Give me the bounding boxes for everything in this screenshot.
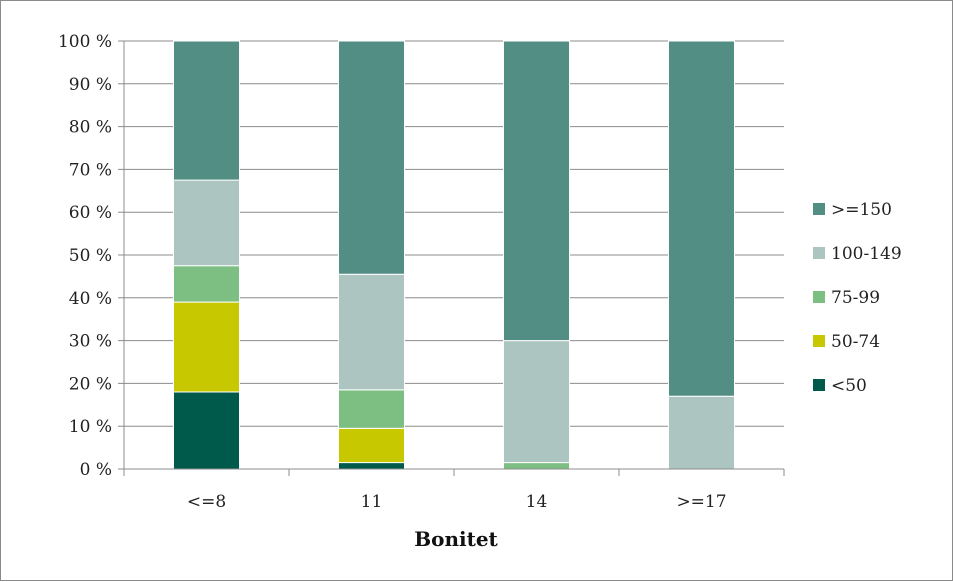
y-tick-label: 60 %	[69, 203, 112, 223]
legend-swatch	[813, 379, 825, 391]
legend-label: >=150	[831, 200, 892, 220]
legend-swatch	[813, 203, 825, 215]
x-axis-label: Bonitet	[414, 527, 498, 551]
bar-segment	[173, 301, 240, 393]
x-tick-labels: <=8 11 14 >=17	[187, 492, 727, 512]
bar-segment	[173, 40, 240, 181]
x-tick-label: 11	[361, 492, 383, 512]
bar-segment	[338, 427, 405, 464]
bar-segment	[338, 389, 405, 429]
legend: >=150 100-149 75-99 50-74 <50	[813, 200, 902, 396]
y-tick-label: 70 %	[69, 160, 112, 180]
x-tick-label: 14	[526, 492, 548, 512]
legend-label: 50-74	[831, 332, 880, 352]
x-tick-label: >=17	[676, 492, 726, 512]
bar-segment	[338, 462, 405, 470]
bar-segment	[173, 179, 240, 267]
legend-item: 100-149	[813, 244, 902, 264]
bar-segment	[173, 265, 240, 303]
y-tick-label: 50 %	[69, 246, 112, 266]
y-tick-label: 0 %	[80, 460, 112, 480]
legend-item: 50-74	[813, 332, 880, 352]
bar-segment	[173, 391, 240, 470]
legend-label: 100-149	[831, 244, 902, 264]
y-tick-label: 100 %	[58, 32, 112, 52]
bars	[173, 40, 735, 470]
legend-swatch	[813, 335, 825, 347]
y-tick-label: 40 %	[69, 289, 112, 309]
bar-segment	[338, 273, 405, 391]
y-tick-label: 20 %	[69, 374, 112, 394]
y-tick-label: 10 %	[69, 417, 112, 437]
legend-item: <50	[813, 376, 867, 396]
legend-item: 75-99	[813, 288, 880, 308]
y-tick-label: 80 %	[69, 118, 112, 138]
y-tick-labels: 0 % 10 % 20 % 30 % 40 % 50 % 60 % 70 % 80 % 90 % 1…	[58, 32, 112, 480]
y-tick-label: 30 %	[69, 332, 112, 352]
bar-segment	[338, 40, 405, 275]
legend-swatch	[813, 291, 825, 303]
legend-label: 75-99	[831, 288, 880, 308]
x-tick-label: <=8	[187, 492, 226, 512]
legend-swatch	[813, 247, 825, 259]
bar-segment	[668, 40, 735, 397]
bar-segment	[668, 395, 735, 470]
axes	[123, 41, 785, 476]
y-tick-label: 90 %	[69, 75, 112, 95]
bar-segment	[503, 40, 570, 342]
legend-label: <50	[831, 376, 867, 396]
bar-segment	[503, 340, 570, 464]
bar-segment	[503, 462, 570, 470]
legend-item: >=150	[813, 200, 892, 220]
